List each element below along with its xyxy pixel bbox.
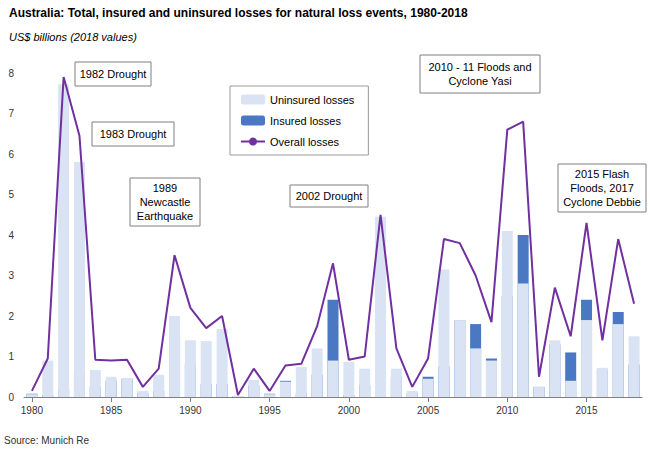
svg-text:2015 Flash: 2015 Flash <box>575 168 629 180</box>
svg-text:2010: 2010 <box>496 405 519 416</box>
svg-text:Cyclone Yasi: Cyclone Yasi <box>448 75 511 87</box>
svg-text:2002 Drought: 2002 Drought <box>296 190 363 202</box>
svg-text:1980: 1980 <box>21 405 44 416</box>
svg-text:Newcastle: Newcastle <box>140 196 191 208</box>
svg-text:7: 7 <box>8 108 14 119</box>
svg-text:Uninsured losses: Uninsured losses <box>270 94 355 106</box>
svg-text:Source: Munich Re: Source: Munich Re <box>4 435 89 446</box>
svg-text:1995: 1995 <box>258 405 281 416</box>
svg-text:2000: 2000 <box>338 405 361 416</box>
svg-text:Australia: Total, insured and: Australia: Total, insured and uninsured … <box>9 6 468 20</box>
svg-text:Cyclone Debbie: Cyclone Debbie <box>563 196 641 208</box>
svg-text:2: 2 <box>8 311 14 322</box>
svg-text:Floods, 2017: Floods, 2017 <box>570 182 634 194</box>
svg-text:1990: 1990 <box>179 405 202 416</box>
svg-text:Earthquake: Earthquake <box>137 210 193 222</box>
svg-text:1985: 1985 <box>100 405 123 416</box>
svg-text:8: 8 <box>8 68 14 79</box>
svg-text:Overall losses: Overall losses <box>270 136 340 148</box>
svg-text:3: 3 <box>8 270 14 281</box>
svg-text:1989: 1989 <box>153 182 177 194</box>
svg-text:2015: 2015 <box>575 405 598 416</box>
svg-text:1: 1 <box>8 351 14 362</box>
svg-text:6: 6 <box>8 149 14 160</box>
svg-text:1982 Drought: 1982 Drought <box>80 68 147 80</box>
svg-text:2005: 2005 <box>417 405 440 416</box>
svg-text:4: 4 <box>8 230 14 241</box>
svg-text:5: 5 <box>8 189 14 200</box>
svg-text:US$ billions (2018 values): US$ billions (2018 values) <box>9 31 137 43</box>
svg-text:2010 - 11 Floods and: 2010 - 11 Floods and <box>428 61 531 73</box>
svg-text:Insured losses: Insured losses <box>270 115 341 127</box>
svg-text:1983 Drought: 1983 Drought <box>100 128 167 140</box>
svg-text:0: 0 <box>8 392 14 403</box>
